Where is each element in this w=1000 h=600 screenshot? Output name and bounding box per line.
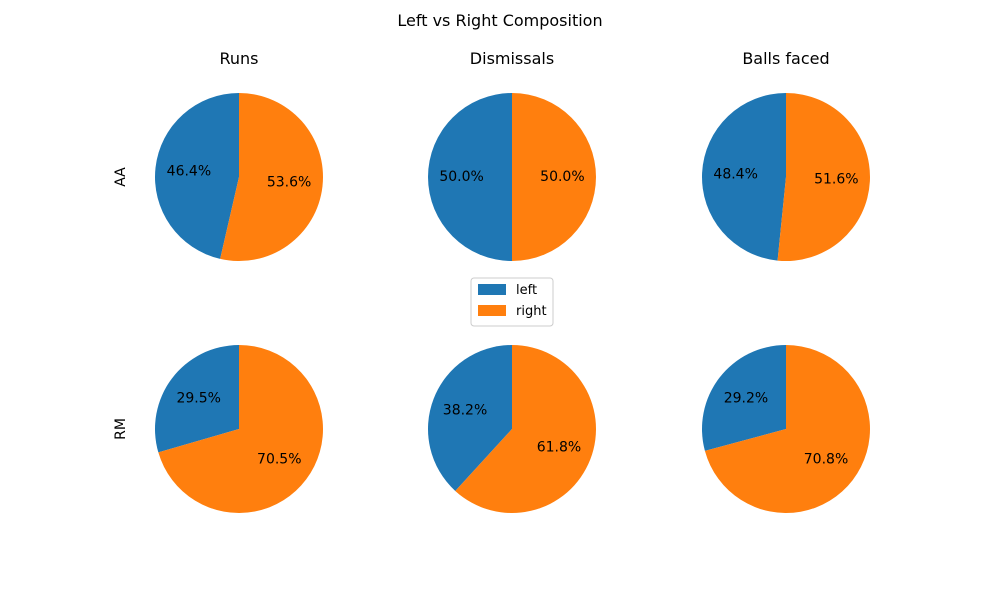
wedge-label-left: 50.0% — [439, 169, 483, 185]
pies-layer: 46.4% 53.6% 50.0% 50.0% 48.4% 51.6% 29.5% 70.5%… — [154, 92, 871, 513]
column-title-runs: Runs — [219, 49, 258, 68]
wedge-label-left: 48.4% — [713, 166, 757, 182]
wedge-label-right: 70.8% — [804, 452, 848, 468]
wedge-right — [777, 93, 870, 261]
wedge-left — [428, 93, 512, 261]
pie-rm-balls-faced: 29.2% 70.8% — [702, 345, 871, 513]
wedge-left — [702, 345, 786, 451]
wedge-right — [704, 345, 871, 513]
pie-aa-dismissals: 50.0% 50.0% — [428, 93, 596, 261]
wedge-label-left: 29.2% — [724, 390, 768, 406]
wedge-right — [512, 93, 596, 261]
wedge-label-right: 70.5% — [257, 451, 301, 467]
pie-rm-runs: 29.5% 70.5% — [154, 345, 324, 513]
wedge-left — [701, 92, 786, 261]
legend-swatch-left — [478, 284, 506, 295]
wedge-label-right: 53.6% — [267, 175, 311, 191]
wedge-left — [428, 345, 512, 491]
legend-label-right: right — [516, 304, 547, 319]
wedge-label-left: 46.4% — [167, 163, 211, 179]
wedge-label-right: 51.6% — [814, 172, 858, 188]
column-title-dismissals: Dismissals — [470, 49, 554, 68]
legend-swatch-right — [478, 305, 506, 316]
pie-rm-dismissals: 38.2% 61.8% — [428, 345, 597, 513]
wedge-right — [158, 345, 324, 513]
wedge-label-left: 38.2% — [443, 403, 487, 419]
pie-aa-runs: 46.4% 53.6% — [155, 93, 323, 261]
legend: left right — [470, 277, 554, 327]
column-title-balls-faced: Balls faced — [742, 49, 829, 68]
legend-label-left: left — [516, 283, 537, 298]
wedge-label-right: 61.8% — [537, 439, 581, 455]
wedge-right — [455, 345, 597, 513]
row-label-rm: RM — [113, 418, 129, 440]
row-label-aa: AA — [113, 167, 129, 187]
pie-aa-balls-faced: 48.4% 51.6% — [701, 92, 870, 261]
figure-title: Left vs Right Composition — [397, 11, 602, 30]
wedge-label-left: 29.5% — [176, 391, 220, 407]
wedge-left — [154, 345, 239, 453]
wedge-left — [155, 93, 239, 259]
wedge-right — [220, 93, 323, 261]
wedge-label-right: 50.0% — [540, 169, 584, 185]
